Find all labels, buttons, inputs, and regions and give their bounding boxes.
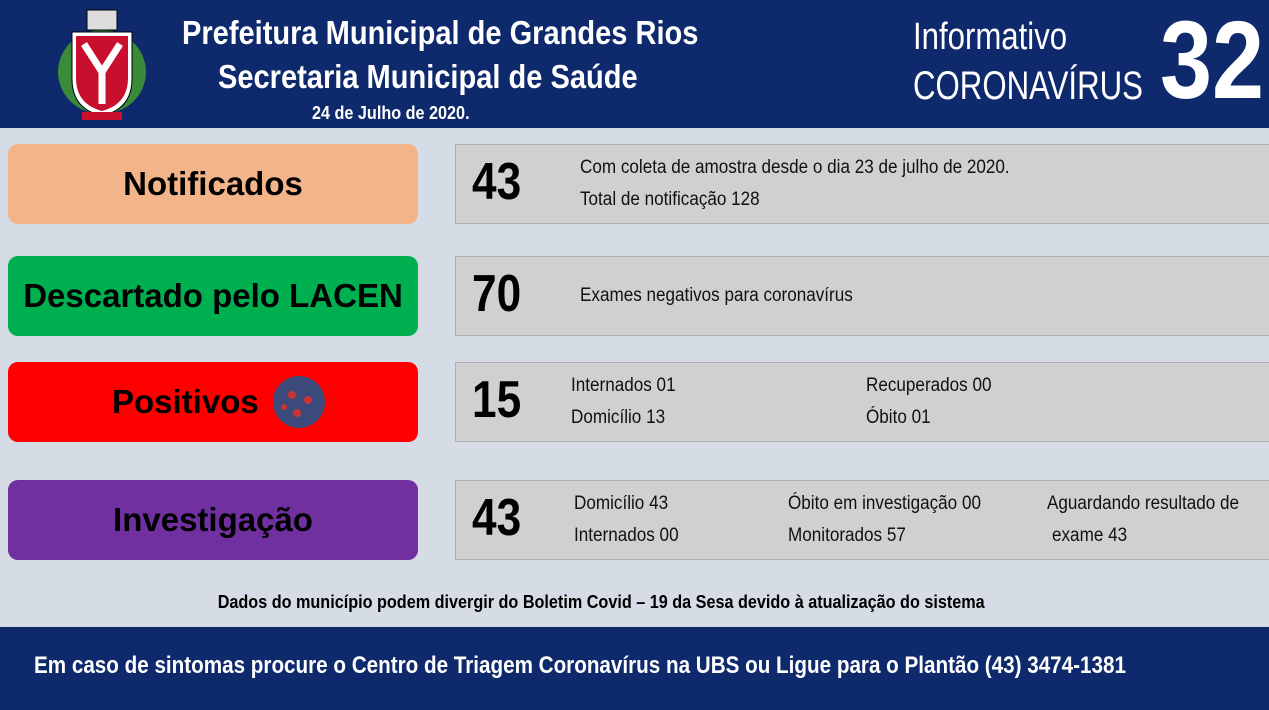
- footer-bar: [0, 627, 1269, 710]
- row-label: Positivos: [8, 362, 418, 442]
- coat-of-arms: [58, 9, 146, 120]
- virus-icon: [273, 376, 325, 428]
- row-panel: [455, 362, 1269, 442]
- row-detail: Monitorados 57: [788, 525, 906, 546]
- row-detail: Recuperados 00: [866, 375, 992, 396]
- row-label: Investigação: [8, 480, 418, 560]
- header-subtitle: Secretaria Municipal de Saúde: [218, 58, 638, 95]
- header-date: 24 de Julho de 2020.: [312, 103, 470, 123]
- header-label: Informativo: [913, 16, 1068, 58]
- header-bar: [0, 0, 1269, 128]
- header-title: Prefeitura Municipal de Grandes Rios: [182, 14, 699, 51]
- row-detail: Exames negativos para coronavírus: [580, 285, 853, 306]
- row-detail: Domicílio 13: [571, 407, 666, 428]
- row-detail: Domicílio 43: [574, 493, 669, 514]
- row-number: 15: [472, 371, 522, 429]
- edition-number: 32: [1160, 0, 1265, 122]
- row-panel: [455, 256, 1269, 336]
- header-label: CORONAVÍRUS: [913, 64, 1143, 108]
- row-detail: Com coleta de amostra desde o dia 23 de …: [580, 157, 1010, 178]
- footer-text: Em caso de sintomas procure o Centro de …: [34, 652, 1126, 679]
- row-detail: Total de notificação 128: [580, 189, 760, 210]
- row-detail: Internados 00: [574, 525, 679, 546]
- row-label: Notificados: [8, 144, 418, 224]
- row-panel: [455, 144, 1269, 224]
- row-number: 43: [472, 489, 522, 547]
- row-detail: exame 43: [1052, 525, 1128, 546]
- row-label: Descartado pelo LACEN: [8, 256, 418, 336]
- row-number: 70: [472, 265, 522, 323]
- row-detail: Aguardando resultado de: [1047, 493, 1240, 514]
- disclaimer: Dados do município podem divergir do Bol…: [217, 592, 985, 612]
- row-detail: Óbito em investigação 00: [788, 493, 981, 514]
- row-panel: [455, 480, 1269, 560]
- row-number: 43: [472, 153, 522, 211]
- row-detail: Óbito 01: [866, 407, 931, 428]
- row-detail: Internados 01: [571, 375, 676, 396]
